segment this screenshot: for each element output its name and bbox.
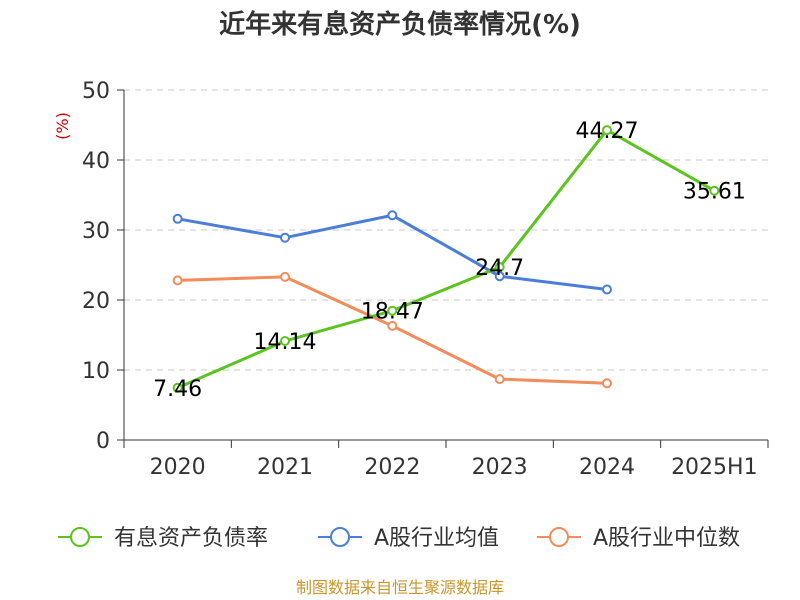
y-tick-label: 20 (82, 289, 110, 314)
y-tick-label: 10 (82, 359, 110, 384)
legend-marker (330, 527, 350, 547)
x-tick-label: 2024 (579, 455, 635, 480)
legend-item[interactable]: A股行业中位数 (537, 526, 740, 551)
axes (117, 89, 769, 448)
legend-label: 有息资产负债率 (114, 526, 268, 551)
legend-item[interactable]: A股行业均值 (318, 526, 499, 551)
legend-marker (70, 527, 90, 547)
y-tick-label: 30 (82, 219, 110, 244)
data-point[interactable] (172, 213, 183, 224)
data-label: 7.46 (153, 377, 202, 402)
legend[interactable]: 有息资产负债率 A股行业均值 A股行业中位数 (58, 526, 740, 551)
grid-lines (124, 89, 768, 371)
y-tick-label: 40 (82, 149, 110, 174)
data-label: 18.47 (361, 300, 424, 325)
data-point[interactable] (280, 336, 290, 347)
data-point[interactable] (602, 378, 612, 389)
y-axis-label: (%) (53, 112, 72, 140)
x-tick-label: 2021 (257, 455, 313, 480)
legend-item[interactable]: 有息资产负债率 (58, 526, 268, 551)
data-point[interactable] (387, 305, 398, 316)
x-tick-label: 2025H1 (671, 455, 758, 480)
data-point[interactable] (387, 320, 398, 331)
source-note: 制图数据来自恒生聚源数据库 (296, 578, 504, 597)
data-labels: 7.46 14.14 18.47 24.7 44.27 35.61 (153, 119, 746, 402)
x-tick-labels: 2020 2021 2022 2023 2024 2025H1 (150, 455, 758, 480)
y-tick-labels: 0 10 20 30 40 50 (82, 79, 110, 454)
data-point[interactable] (387, 210, 398, 221)
data-point[interactable] (602, 125, 612, 136)
legend-marker (549, 527, 569, 547)
x-tick-label: 2020 (150, 455, 206, 480)
series-points (172, 125, 720, 393)
data-point[interactable] (709, 185, 720, 196)
y-tick-label: 50 (82, 79, 110, 104)
data-point[interactable] (602, 284, 612, 295)
data-point[interactable] (494, 262, 505, 273)
data-label: 24.7 (475, 256, 524, 281)
data-point[interactable] (494, 374, 505, 385)
data-point[interactable] (280, 271, 290, 282)
data-point[interactable] (494, 271, 505, 282)
data-label: 44.27 (576, 119, 639, 144)
series-line (177, 128, 716, 390)
y-tick-label: 0 (96, 429, 110, 454)
data-point[interactable] (172, 275, 183, 286)
data-point[interactable] (280, 232, 290, 243)
data-point[interactable] (172, 382, 183, 393)
legend-label: A股行业中位数 (593, 526, 740, 551)
x-tick-label: 2023 (472, 455, 528, 480)
legend-label: A股行业均值 (374, 526, 499, 551)
x-tick-label: 2022 (364, 455, 420, 480)
data-label: 35.61 (683, 180, 746, 205)
data-label: 14.14 (254, 330, 317, 355)
chart-title: 近年来有息资产负债率情况(%) (219, 9, 581, 40)
